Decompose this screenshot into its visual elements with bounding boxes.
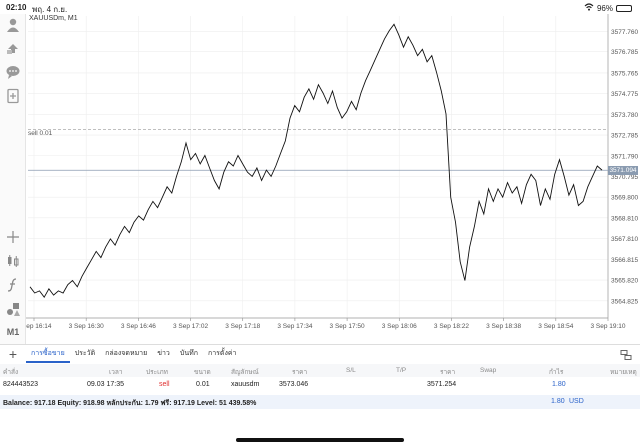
expand-panel-icon[interactable] xyxy=(620,348,632,360)
y-tick-label: 3566.815 xyxy=(611,257,638,264)
header-comment: หมายเหตุ xyxy=(610,369,637,376)
sell-order-line-label[interactable]: sell 0.01 xyxy=(28,130,53,137)
y-tick-label: 3565.820 xyxy=(611,278,638,285)
chart-canvas[interactable]: 3577.760 3576.785 3575.765 3574.775 3573.780… xyxy=(26,14,640,344)
x-tick-label: 3 Sep 18:54 xyxy=(538,323,573,330)
total-profit: 1.80 xyxy=(551,398,565,405)
header-swap: Swap xyxy=(480,367,497,374)
indicator-icon[interactable] xyxy=(4,276,22,294)
terminal-tabs: + การซื้อขาย ประวัติ กล่องจดหมาย ข่าว บั… xyxy=(0,344,640,363)
x-tick-label: 3 Sep 18:22 xyxy=(434,323,469,330)
chart-axes xyxy=(26,14,609,321)
tab-trade[interactable]: การซื้อขาย xyxy=(26,345,70,363)
current-price-tag: 3571.094 xyxy=(608,165,638,175)
balance-summary: Balance: 917.18 Equity: 918.98 หลักประกั… xyxy=(0,395,640,409)
y-tick-label: 3572.785 xyxy=(611,133,638,140)
y-tick-label: 3575.765 xyxy=(611,70,638,77)
y-tick-label: 3574.775 xyxy=(611,91,638,98)
chat-icon[interactable] xyxy=(4,63,22,81)
x-tick-label: 3 Sep 17:34 xyxy=(277,323,312,330)
wifi-icon xyxy=(584,3,594,13)
header-tp: T/P xyxy=(396,367,407,374)
chart-tick-labels: 3577.760 3576.785 3575.765 3574.775 3573.780… xyxy=(26,29,638,330)
price-chart[interactable]: 3577.760 3576.785 3575.765 3574.775 3573.780… xyxy=(26,14,640,344)
add-chart-icon[interactable] xyxy=(4,87,22,105)
y-tick-label: 3567.810 xyxy=(611,236,638,243)
y-tick-label: 3571.790 xyxy=(611,153,638,160)
header-symbol: สัญลักษณ์ xyxy=(231,369,259,376)
tab-mailbox[interactable]: กล่องจดหมาย xyxy=(105,349,148,357)
x-tick-label: 3 Sep 16:14 xyxy=(26,323,52,330)
trade-icon[interactable] xyxy=(4,39,22,57)
order-symbol: xauusdm xyxy=(231,381,260,388)
chart-grid xyxy=(28,16,609,318)
chart-toolbar: M1 xyxy=(0,14,26,344)
balance-text: Balance: 917.18 Equity: 918.98 หลักประกั… xyxy=(3,400,257,407)
header-time: เวลา xyxy=(109,369,123,376)
add-order-button[interactable]: + xyxy=(8,345,18,362)
y-tick-label: 3573.780 xyxy=(611,112,638,119)
x-tick-label: 3 Sep 17:18 xyxy=(225,323,260,330)
header-sl: S/L xyxy=(346,367,356,374)
table-row[interactable]: 824443523 09.03 17:35 sell 0.01 xauusdm … xyxy=(0,378,640,392)
status-time: 02:10 xyxy=(6,3,27,12)
price-series-line xyxy=(29,23,603,299)
order-profit: 1.80 xyxy=(552,381,566,388)
chart-series xyxy=(29,23,603,299)
header-type: ประเภท xyxy=(146,369,168,376)
order-current-price: 3571.254 xyxy=(427,381,457,388)
header-profit: กำไร xyxy=(549,369,564,376)
account-icon[interactable] xyxy=(4,16,22,34)
x-tick-label: 3 Sep 16:30 xyxy=(69,323,104,330)
y-tick-label: 3568.810 xyxy=(611,215,638,222)
x-tick-label: 3 Sep 17:02 xyxy=(173,323,208,330)
order-time: 09.03 17:35 xyxy=(87,381,124,388)
header-open-price: ราคา xyxy=(292,369,308,376)
header-size: ขนาด xyxy=(194,369,211,376)
chart-symbol-label: XAUUSDm, M1 xyxy=(29,15,78,22)
tab-journal[interactable]: บันทึก xyxy=(179,349,198,357)
chart-type-icon[interactable] xyxy=(4,252,22,270)
battery-icon xyxy=(616,4,632,12)
home-indicator xyxy=(236,438,404,442)
x-tick-label: 3 Sep 18:06 xyxy=(382,323,417,330)
order-id: 824443523 xyxy=(3,381,39,388)
x-tick-label: 3 Sep 16:46 xyxy=(121,323,156,330)
order-open-price: 3573.046 xyxy=(279,381,309,388)
objects-icon[interactable] xyxy=(4,300,22,318)
order-size: 0.01 xyxy=(196,381,210,388)
balance-currency: USD xyxy=(569,398,584,405)
tab-settings[interactable]: การตั้งค่า xyxy=(207,349,237,357)
header-current-price: ราคา xyxy=(440,369,456,376)
y-tick-label: 3577.760 xyxy=(611,29,638,36)
status-right: 96% xyxy=(584,3,632,13)
status-date: พฤ. 4 ก.ย. xyxy=(32,5,68,14)
orders-table-header: คำสั่ง เวลา ประเภท ขนาด สัญลักษณ์ ราคา S… xyxy=(0,364,640,377)
timeframe-button[interactable]: M1 xyxy=(6,327,20,337)
y-tick-label: 3570.795 xyxy=(611,174,638,181)
status-bar: 02:10 พฤ. 4 ก.ย. 96% xyxy=(0,0,640,14)
order-type: sell xyxy=(159,381,170,388)
x-tick-label: 3 Sep 18:38 xyxy=(486,323,521,330)
battery-percent: 96% xyxy=(596,3,613,13)
y-tick-label: 3576.785 xyxy=(611,49,638,56)
x-tick-label: 3 Sep 19:10 xyxy=(590,323,625,330)
tab-news[interactable]: ข่าว xyxy=(157,349,170,357)
x-tick-label: 3 Sep 17:50 xyxy=(330,323,365,330)
y-tick-label: 3564.825 xyxy=(611,298,638,305)
header-order: คำสั่ง xyxy=(3,369,19,376)
tab-history[interactable]: ประวัติ xyxy=(74,349,96,357)
y-tick-label: 3569.800 xyxy=(611,195,638,202)
crosshair-icon[interactable] xyxy=(4,228,22,246)
